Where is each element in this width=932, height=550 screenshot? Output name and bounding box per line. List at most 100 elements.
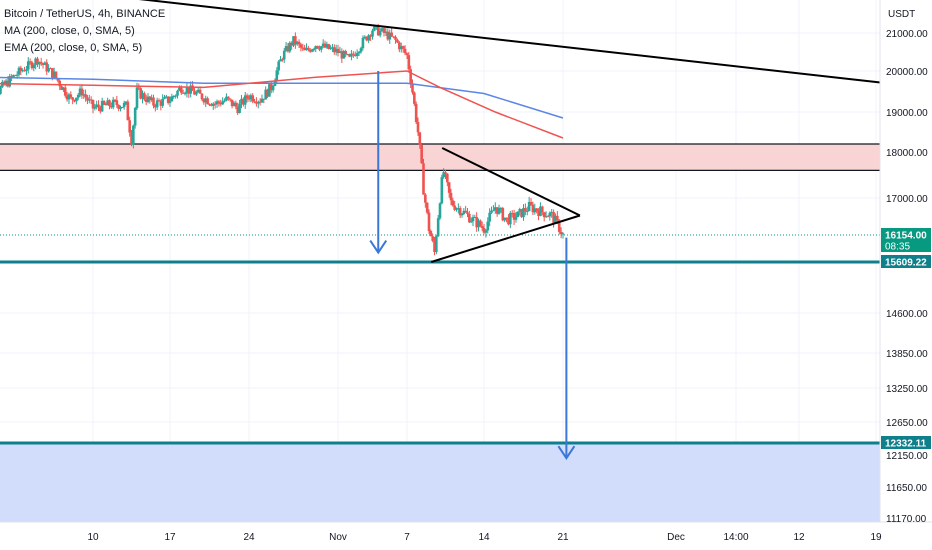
candle-body bbox=[522, 208, 525, 218]
candle-body bbox=[19, 67, 23, 72]
candle-body bbox=[424, 194, 427, 203]
candle-body bbox=[189, 85, 192, 94]
candle-body bbox=[378, 30, 382, 36]
candle-body bbox=[507, 217, 510, 225]
price-tick-label: 11170.00 bbox=[886, 514, 927, 525]
candle-body bbox=[58, 80, 61, 87]
candle-body bbox=[303, 47, 306, 51]
candle-body bbox=[460, 213, 464, 216]
candle-body bbox=[181, 92, 185, 94]
candle-body bbox=[440, 177, 444, 204]
candle-body bbox=[473, 217, 477, 219]
candle-body bbox=[124, 101, 128, 103]
candle-body bbox=[256, 101, 260, 104]
candle-body bbox=[111, 99, 115, 108]
candle-body bbox=[318, 48, 321, 50]
candle-body bbox=[80, 88, 84, 96]
candle-body bbox=[225, 96, 228, 101]
candle-body bbox=[284, 46, 288, 51]
candle-body bbox=[217, 101, 221, 103]
candle-body bbox=[23, 70, 26, 72]
candle-body bbox=[110, 106, 113, 108]
candle-body bbox=[332, 47, 336, 53]
candle-body bbox=[514, 217, 518, 220]
candle-body bbox=[342, 51, 346, 59]
candle-body bbox=[484, 230, 488, 233]
candle-body bbox=[51, 68, 54, 78]
candle-body bbox=[429, 231, 433, 237]
candle-body bbox=[277, 61, 280, 71]
candle-body bbox=[418, 132, 422, 145]
zones bbox=[0, 143, 880, 522]
candle-body bbox=[294, 36, 297, 45]
candle-body bbox=[196, 89, 200, 93]
candle-body bbox=[292, 36, 295, 46]
candle-body bbox=[258, 101, 262, 103]
candle-body bbox=[321, 43, 325, 47]
candle-body bbox=[433, 240, 436, 252]
candle-body bbox=[12, 75, 15, 78]
candle-body bbox=[10, 76, 13, 78]
candle-body bbox=[392, 36, 395, 38]
candle-body bbox=[414, 103, 418, 123]
candle-body bbox=[150, 97, 153, 101]
candle-body bbox=[466, 212, 469, 215]
ma-line bbox=[0, 76, 564, 119]
candle-body bbox=[76, 94, 80, 98]
price-tick-label: 20000.00 bbox=[886, 67, 928, 78]
moving-averages bbox=[0, 70, 564, 139]
arrow-head-icon bbox=[557, 445, 576, 461]
candle-body bbox=[243, 95, 247, 105]
candle-body bbox=[187, 87, 191, 94]
time-tick-label: 24 bbox=[243, 532, 255, 543]
symbol-title[interactable]: Bitcoin / TetherUS, 4h, BINANCE bbox=[4, 8, 166, 20]
candle-body bbox=[518, 209, 522, 212]
candle-body bbox=[464, 210, 467, 213]
candle-body bbox=[367, 35, 370, 41]
candle-body bbox=[139, 88, 142, 99]
candle-body bbox=[444, 172, 447, 174]
price-axis-panel bbox=[880, 0, 932, 550]
candle-body bbox=[166, 96, 170, 103]
candle-body bbox=[535, 208, 538, 212]
candle-body bbox=[95, 104, 98, 107]
candle-body bbox=[99, 107, 102, 112]
candle-body bbox=[215, 101, 219, 105]
candle-body bbox=[208, 104, 211, 106]
candle-body bbox=[447, 182, 451, 193]
candle-body bbox=[282, 50, 286, 60]
candle-body bbox=[219, 102, 223, 105]
candle-body bbox=[119, 107, 122, 109]
price-tag-label: 12332.11 bbox=[885, 439, 927, 450]
candle-body bbox=[376, 25, 380, 36]
candle-body bbox=[495, 207, 499, 214]
candle-body bbox=[556, 215, 559, 221]
candle-body bbox=[312, 48, 316, 50]
candle-body bbox=[211, 103, 215, 106]
price-tick-label: 13250.00 bbox=[886, 384, 928, 395]
time-tick-label: 19 bbox=[870, 532, 882, 543]
price-tick-label: 18000.00 bbox=[886, 148, 928, 159]
candle-body bbox=[132, 125, 135, 145]
candle-body bbox=[471, 217, 475, 222]
candle-body bbox=[458, 208, 462, 216]
candle-body bbox=[557, 220, 561, 232]
ma-indicator-label[interactable]: MA (200, close, 0, SMA, 5) bbox=[4, 25, 135, 37]
candle-body bbox=[195, 92, 198, 95]
candle-body bbox=[403, 48, 407, 54]
candle-body bbox=[449, 192, 453, 201]
candle-body bbox=[373, 26, 376, 31]
chart-legend: Bitcoin / TetherUS, 4h, BINANCE MA (200,… bbox=[4, 6, 165, 57]
candle-body bbox=[168, 101, 172, 103]
candle-body bbox=[475, 217, 478, 228]
candle-body bbox=[334, 48, 338, 53]
price-tick-label: 13850.00 bbox=[886, 349, 928, 360]
ema-indicator-label[interactable]: EMA (200, close, 0, SMA, 5) bbox=[4, 42, 143, 54]
candle-body bbox=[384, 31, 388, 33]
candle-body bbox=[365, 36, 369, 41]
time-tick-label: Dec bbox=[667, 532, 685, 543]
price-tag-label: 16154.00 bbox=[885, 231, 927, 242]
candle-body bbox=[338, 51, 342, 54]
candle-body bbox=[290, 42, 293, 46]
